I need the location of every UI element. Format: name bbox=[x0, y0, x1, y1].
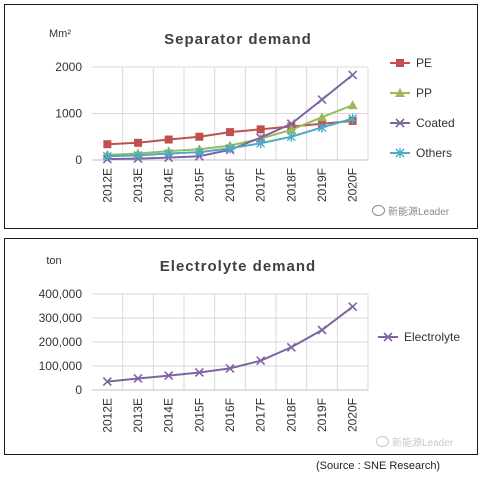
data-point bbox=[348, 113, 358, 124]
x-tick-label: 2014E bbox=[162, 168, 176, 203]
y-tick-label: 400,000 bbox=[39, 287, 83, 301]
data-point bbox=[256, 138, 266, 149]
watermark-bottom: 新能源Leader bbox=[376, 434, 453, 449]
data-point bbox=[317, 122, 327, 133]
y-tick-label: 1000 bbox=[55, 107, 82, 121]
wechat-icon bbox=[376, 436, 389, 447]
y-axis-unit-label: ton bbox=[46, 255, 61, 267]
data-point bbox=[286, 119, 296, 129]
x-tick-label: 2019F bbox=[315, 398, 329, 432]
data-point bbox=[225, 143, 235, 154]
legend-label: PE bbox=[416, 56, 432, 70]
y-tick-label: 100,000 bbox=[39, 359, 83, 373]
data-point bbox=[286, 124, 297, 134]
data-point bbox=[347, 100, 358, 110]
legend-entry: PP bbox=[390, 86, 432, 100]
x-tick-label: 2019F bbox=[315, 168, 329, 202]
separator-chart: Separator demand Mm² 0 1000 2000 2012E 2013E 20… bbox=[49, 28, 455, 203]
x-tick-label: 2020F bbox=[346, 168, 360, 202]
data-point bbox=[225, 363, 235, 373]
series-others bbox=[102, 113, 358, 162]
x-tick-label: 2014E bbox=[162, 398, 176, 433]
y-tick-label: 0 bbox=[75, 383, 82, 397]
data-point bbox=[103, 140, 112, 149]
x-tick-label: 2012E bbox=[100, 398, 114, 433]
data-point bbox=[133, 150, 143, 161]
data-point bbox=[164, 135, 173, 144]
data-point bbox=[256, 125, 265, 134]
x-tick-label: 2013E bbox=[131, 398, 145, 433]
data-point bbox=[348, 302, 358, 312]
data-point bbox=[102, 377, 112, 387]
data-point bbox=[133, 373, 143, 384]
data-point bbox=[256, 356, 266, 366]
legend-entry: PE bbox=[390, 56, 432, 70]
y-tick-label: 300,000 bbox=[39, 311, 83, 325]
source-note: (Source : SNE Research) bbox=[316, 460, 441, 472]
x-tick-label: 2020F bbox=[346, 398, 360, 432]
x-tick-label: 2016F bbox=[223, 168, 237, 202]
x-tick-label: 2017F bbox=[254, 168, 268, 202]
legend-label: Coated bbox=[416, 116, 455, 130]
series-electrolyte bbox=[102, 302, 358, 387]
x-tick-label: 2013E bbox=[131, 168, 145, 203]
data-point bbox=[164, 371, 174, 381]
data-point bbox=[194, 147, 204, 158]
legend-label: PP bbox=[416, 86, 432, 100]
electrolyte-chart-panel bbox=[4, 238, 478, 455]
x-tick-label: 2012E bbox=[100, 168, 114, 203]
legend-marker bbox=[395, 118, 405, 128]
data-point bbox=[317, 325, 327, 335]
chart-title: Separator demand bbox=[164, 31, 312, 48]
data-point bbox=[317, 94, 327, 105]
legend-label: Electrolyte bbox=[404, 330, 460, 344]
legend-label: Others bbox=[416, 146, 452, 160]
data-point bbox=[194, 367, 204, 378]
y-axis-unit-label: Mm² bbox=[49, 28, 71, 40]
data-point bbox=[164, 148, 174, 159]
legend-entry: Electrolyte bbox=[378, 330, 460, 344]
data-point bbox=[195, 132, 204, 141]
data-point bbox=[286, 131, 296, 142]
separator-chart-panel bbox=[4, 4, 478, 229]
data-point bbox=[134, 138, 142, 147]
x-tick-label: 2018F bbox=[284, 398, 298, 432]
x-tick-label: 2018F bbox=[284, 168, 298, 202]
chart-title: Electrolyte demand bbox=[160, 258, 316, 275]
data-point bbox=[286, 342, 296, 352]
electrolyte-chart: Electrolyte demand ton 0 100,000 200,000 300,… bbox=[39, 255, 461, 433]
x-tick-label: 2015F bbox=[192, 168, 206, 202]
x-tick-label: 2017F bbox=[254, 398, 268, 432]
y-tick-label: 200,000 bbox=[39, 335, 83, 349]
data-point bbox=[102, 151, 112, 162]
data-point bbox=[226, 128, 234, 137]
legend-marker bbox=[396, 59, 404, 67]
legend-entry: Coated bbox=[390, 116, 455, 130]
legend-marker bbox=[395, 148, 405, 158]
watermark-top: 新能源Leader bbox=[372, 203, 449, 218]
x-tick-label: 2016F bbox=[223, 398, 237, 432]
x-tick-label: 2015F bbox=[192, 398, 206, 432]
legend-marker bbox=[395, 88, 405, 97]
watermark-top-text: 新能源Leader bbox=[388, 207, 450, 218]
watermark-bottom-text: 新能源Leader bbox=[392, 438, 454, 449]
y-tick-label: 0 bbox=[75, 153, 82, 167]
legend-entry: Others bbox=[390, 146, 452, 160]
y-tick-label: 2000 bbox=[55, 60, 82, 74]
legend-marker bbox=[383, 332, 393, 342]
data-point bbox=[317, 112, 327, 122]
data-point bbox=[348, 70, 358, 80]
wechat-icon bbox=[372, 205, 385, 216]
